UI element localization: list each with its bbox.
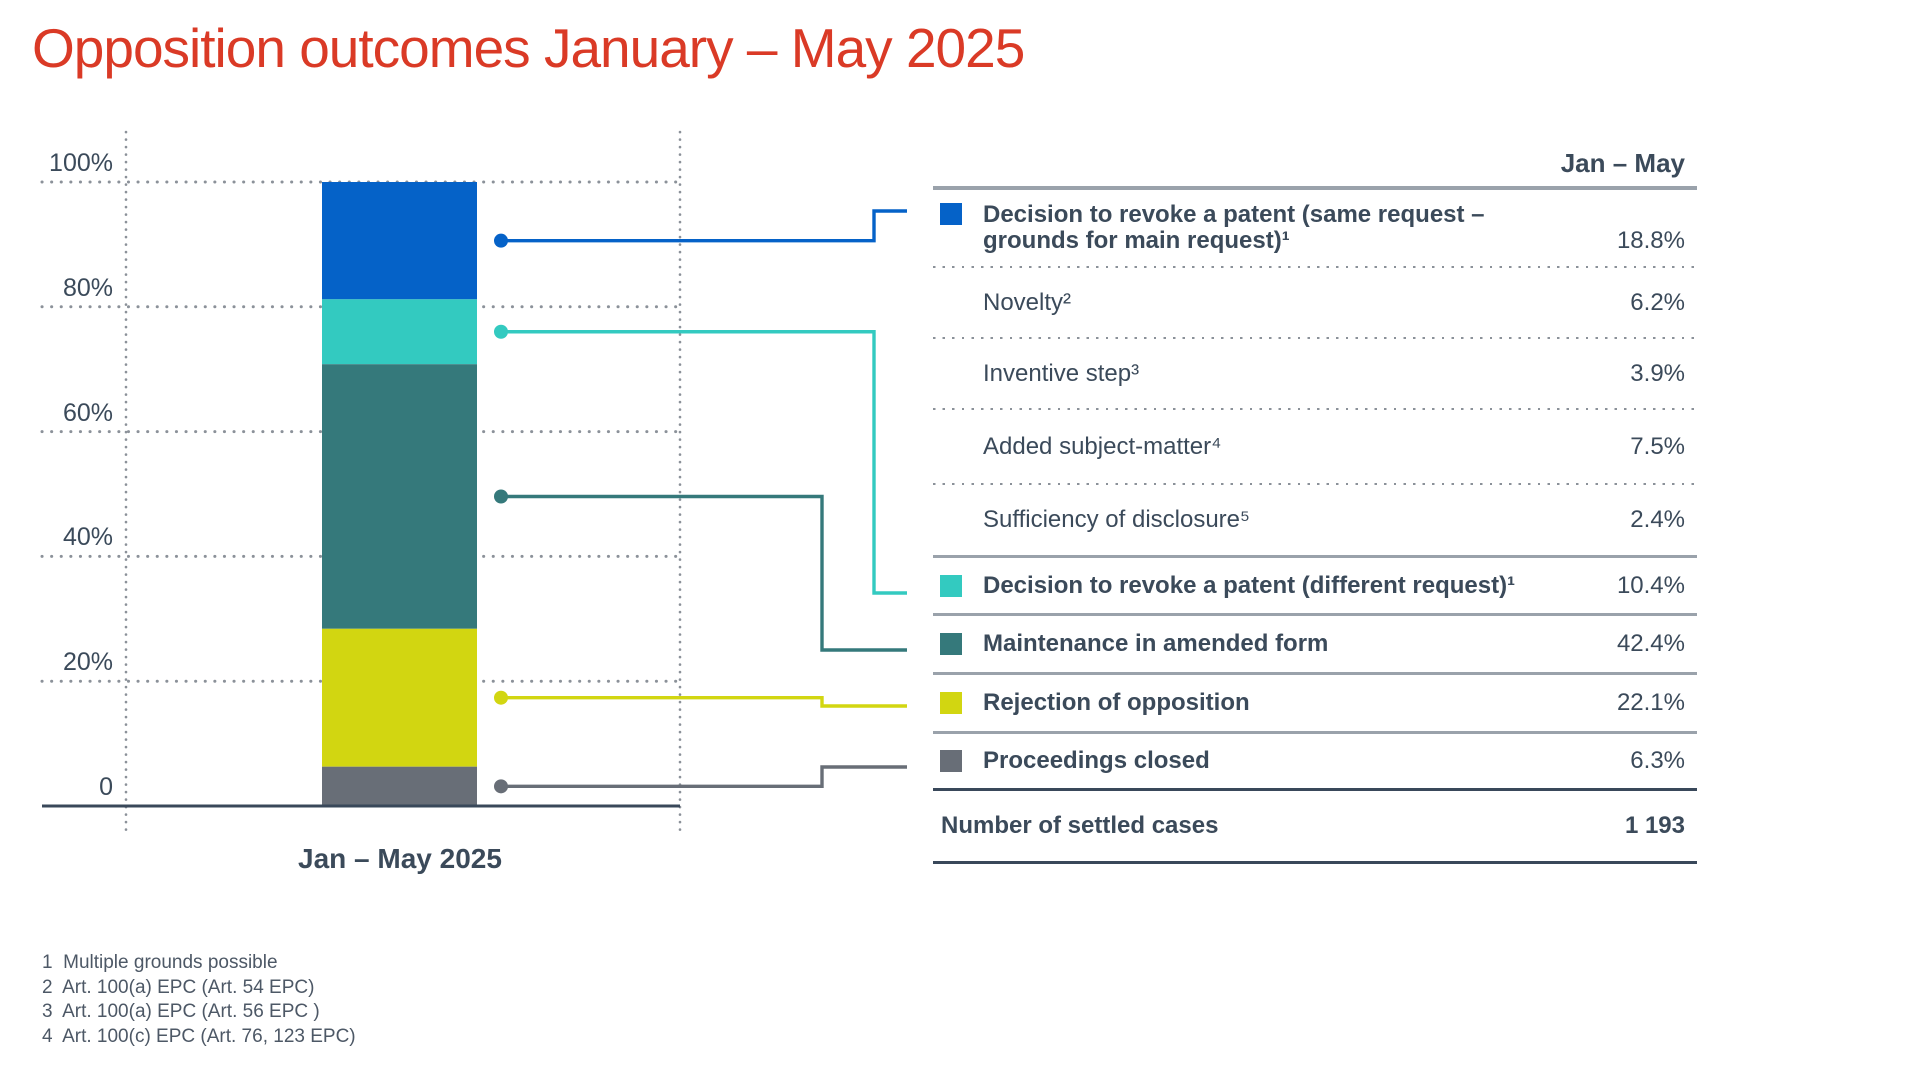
table-row: Sufficiency of disclosure⁵ 2.4%: [933, 485, 1697, 555]
footnote: 4 Art. 100(c) EPC (Art. 76, 123 EPC): [42, 1025, 356, 1047]
footnote: 3 Art. 100(a) EPC (Art. 56 EPC ): [42, 1001, 320, 1023]
connector-dot: [494, 324, 508, 339]
row-value: 7.5%: [1630, 432, 1685, 460]
separator: [933, 861, 1697, 864]
row-label: Proceedings closed: [983, 747, 1210, 774]
table-row-total: Number of settled cases 1 193: [933, 791, 1697, 861]
row-value: 1 193: [1624, 812, 1685, 839]
connector-line: [501, 765, 907, 789]
separator: [933, 555, 1697, 558]
row-label: Decision to revoke a patent (different r…: [983, 571, 1516, 599]
page-title: Opposition outcomes January – May 2025: [32, 17, 1025, 79]
y-axis-tick: 100%: [49, 149, 113, 177]
row-value: 22.1%: [1616, 689, 1685, 716]
table-row: Proceedings closed 6.3%: [933, 734, 1697, 788]
separator: [933, 483, 1697, 485]
table-row: Maintenance in amended form 42.4%: [933, 616, 1697, 672]
x-axis-label: Jan – May 2025: [298, 843, 502, 874]
bar-segment: [322, 299, 477, 365]
connector-line: [501, 696, 907, 708]
table-row: Decision to revoke a patent (different r…: [933, 558, 1697, 613]
row-value: 3.9%: [1630, 359, 1685, 387]
separator: [933, 266, 1697, 268]
footnote: 2 Art. 100(a) EPC (Art. 54 EPC): [42, 976, 315, 998]
table-period-header: Jan – May: [1560, 147, 1685, 178]
y-axis-tick: 20%: [62, 648, 113, 677]
connector-dot: [494, 690, 508, 705]
separator: [933, 788, 1697, 791]
row-label: Novelty²: [983, 288, 1072, 316]
separator: [933, 337, 1697, 339]
bar-segment: [322, 628, 477, 767]
connector-line: [501, 330, 907, 595]
row-label: Rejection of opposition: [983, 689, 1250, 716]
connector-dot: [494, 779, 508, 794]
connector-line: [501, 209, 907, 243]
footnote: 1 Multiple grounds possible: [42, 952, 278, 973]
row-label: Inventive step³: [983, 359, 1140, 387]
separator: [933, 672, 1697, 675]
legend-swatch-proceedings-closed: [940, 750, 962, 772]
separator: [933, 731, 1697, 734]
row-label: Maintenance in amended form: [983, 630, 1329, 657]
table-row: Novelty² 6.2%: [933, 268, 1697, 337]
separator: [933, 613, 1697, 616]
row-label: Number of settled cases: [941, 812, 1219, 839]
row-label: Sufficiency of disclosure⁵: [983, 506, 1250, 533]
row-value: 2.4%: [1630, 506, 1685, 533]
legend-swatch-revoke-same: [940, 203, 962, 225]
y-axis-tick: 80%: [62, 273, 113, 302]
row-label: Decision to revoke a patent (same reques…: [983, 201, 1485, 254]
table-row: Inventive step³ 3.9%: [933, 339, 1697, 408]
row-value: 10.4%: [1616, 571, 1685, 599]
legend-swatch-revoke-different: [940, 574, 962, 597]
bar-segment: [322, 766, 477, 806]
table-row: Rejection of opposition 22.1%: [933, 675, 1697, 731]
separator: [933, 408, 1697, 410]
legend-swatch-rejection: [940, 692, 962, 714]
outcome-table: Jan – May Decision to revoke a patent (s…: [933, 140, 1697, 864]
row-value: 6.3%: [1630, 747, 1685, 774]
row-value: 18.8%: [1616, 227, 1685, 254]
connector-line: [501, 494, 907, 652]
y-axis-tick: 0: [99, 773, 113, 801]
row-value: 42.4%: [1616, 630, 1685, 657]
table-row: Decision to revoke a patent (same reques…: [933, 190, 1697, 266]
connector-dot: [494, 489, 508, 504]
row-label: Added subject-matter⁴: [983, 432, 1222, 460]
bar-segment: [322, 182, 477, 300]
footnotes: 1 Multiple grounds possible 2 Art. 100(a…: [42, 951, 356, 1049]
table-row: Added subject-matter⁴ 7.5%: [933, 410, 1697, 483]
row-value: 6.2%: [1630, 288, 1685, 316]
legend-swatch-maintenance: [940, 633, 962, 655]
separator: [933, 186, 1697, 190]
y-axis-tick: 60%: [62, 398, 113, 427]
connector-dot: [494, 233, 508, 248]
y-axis-tick: 40%: [62, 523, 113, 552]
bar-segment: [322, 364, 477, 629]
